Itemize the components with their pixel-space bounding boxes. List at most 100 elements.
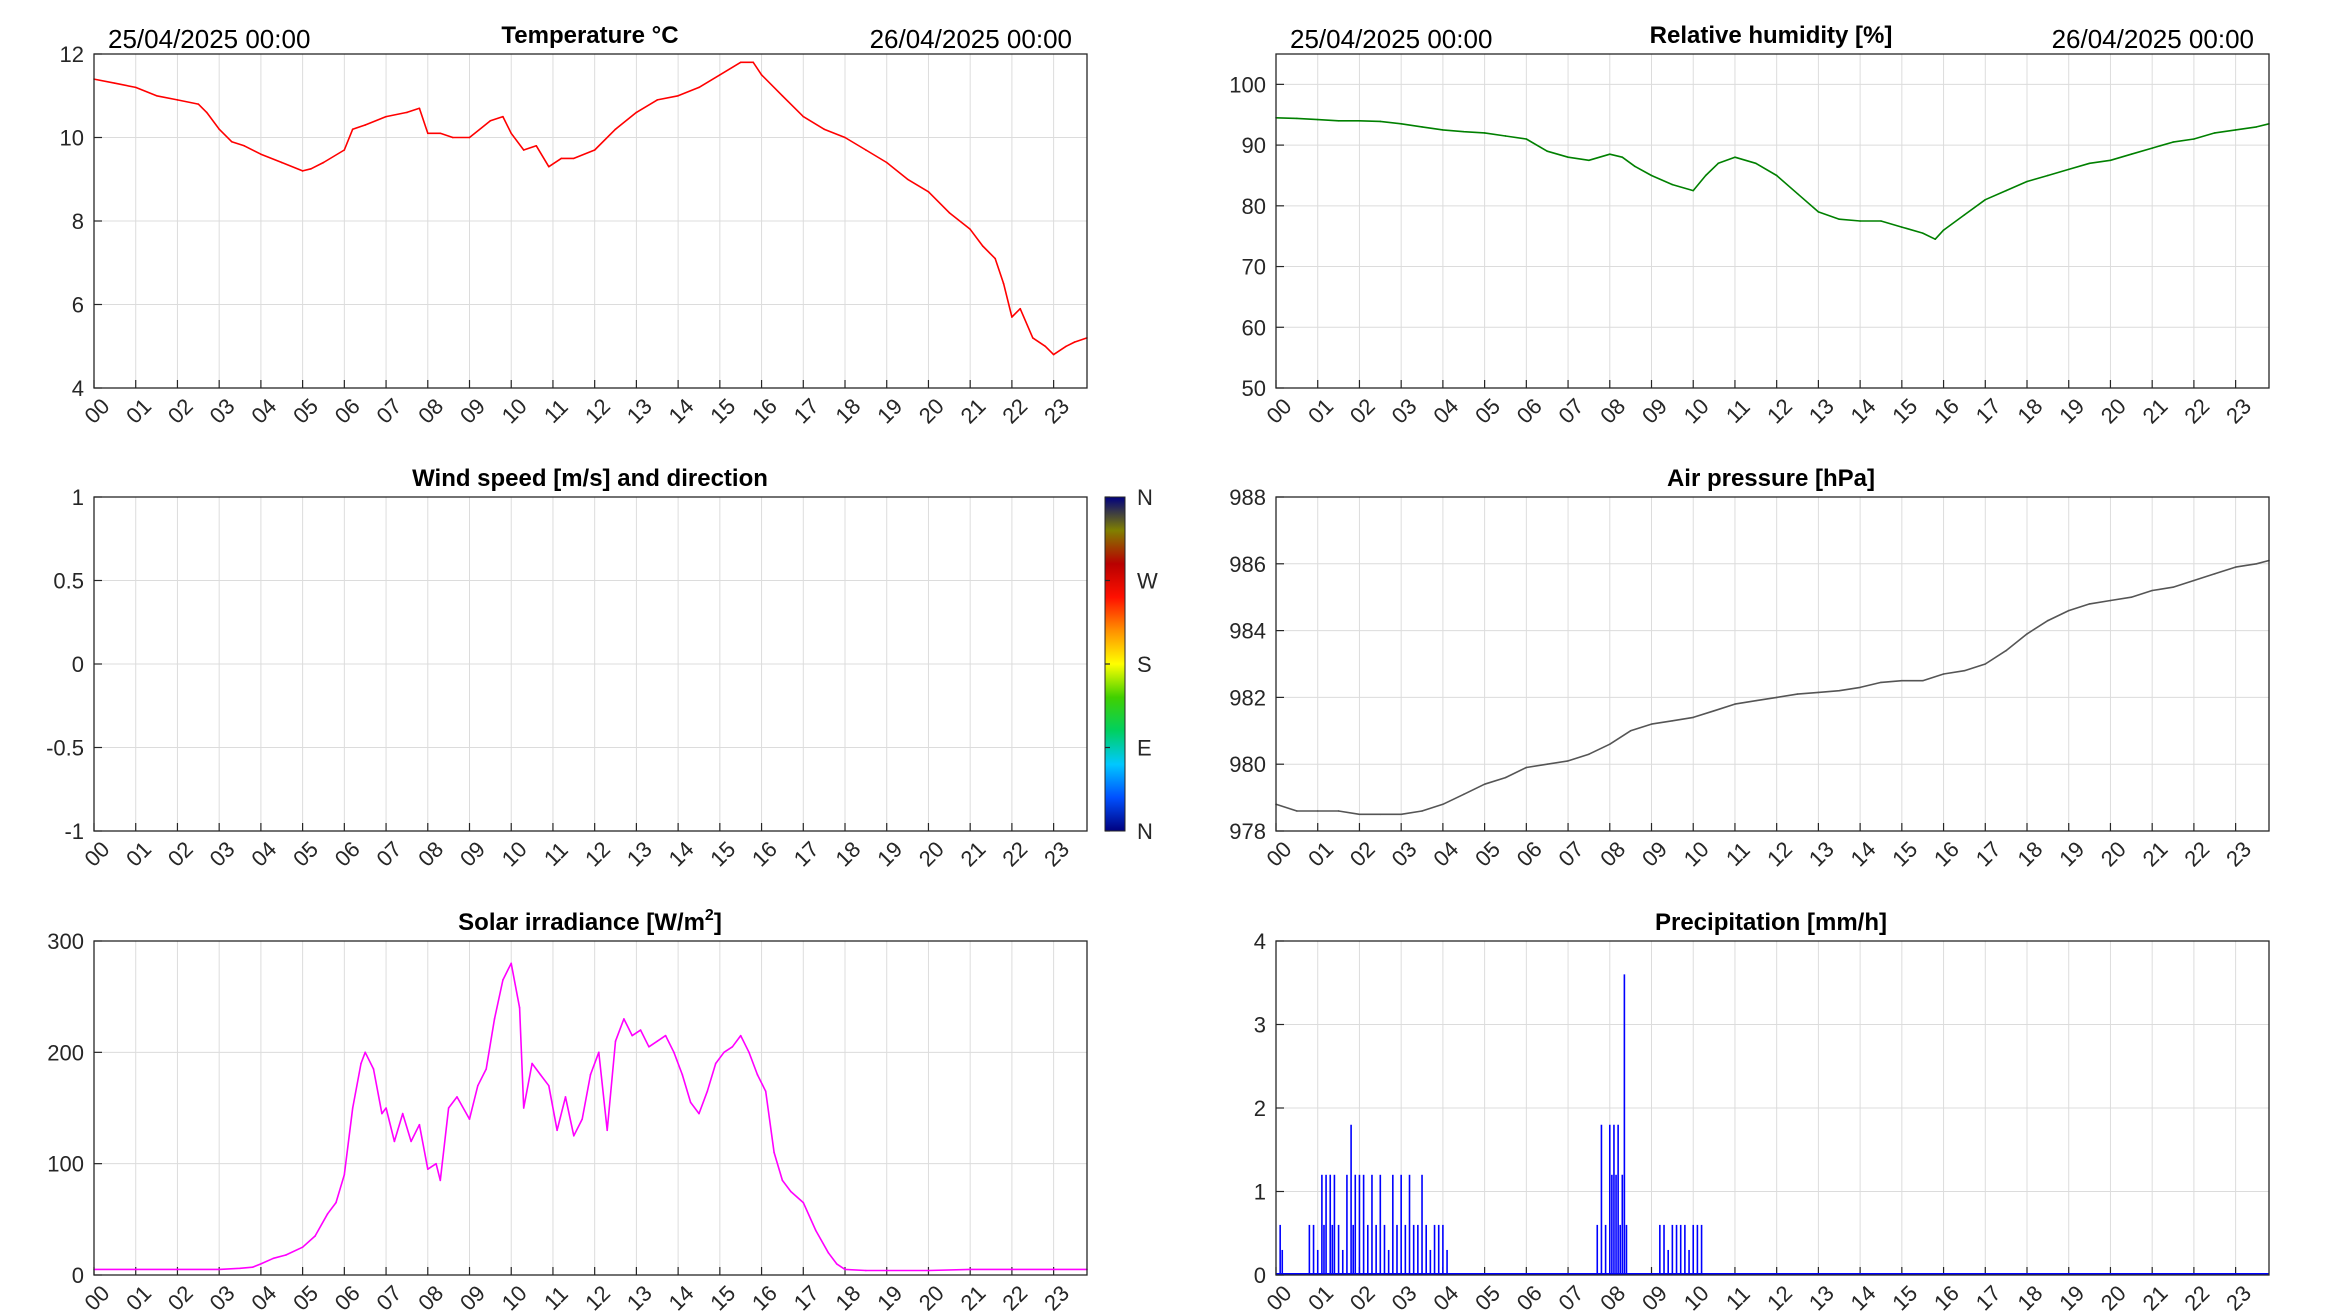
data-point: [614, 1040, 617, 1042]
data-point: [1734, 156, 1736, 159]
data-point: [176, 99, 179, 101]
data-point: [719, 74, 721, 76]
data-point: [2255, 563, 2258, 565]
data-point: [1817, 691, 1820, 694]
x-tick-label: 09: [1637, 1280, 1672, 1313]
data-point: [1901, 226, 1903, 228]
data-point: [1671, 183, 1674, 186]
x-tick-label: 01: [121, 1280, 156, 1313]
data-point: [581, 1118, 583, 1120]
x-tick-label: 11: [1721, 394, 1755, 428]
x-tick-label: 07: [1554, 836, 1589, 871]
x-tick-label: 14: [664, 1280, 699, 1313]
x-tick-label: 09: [455, 1280, 490, 1313]
axes-frame: [93, 53, 1088, 389]
x-tick-label: 02: [163, 393, 198, 428]
x-tick-label: 06: [330, 393, 365, 428]
chart-title: Relative humidity [%]: [1650, 22, 1893, 49]
date-end: 26/04/2025 00:00: [870, 24, 1072, 54]
data-point: [1567, 760, 1569, 762]
data-point: [1621, 156, 1624, 159]
x-tick-label: 05: [288, 836, 323, 871]
x-tick-label: 05: [288, 393, 323, 428]
x-tick-label: 08: [1595, 836, 1630, 871]
data-point: [314, 1235, 316, 1237]
data-point: [1073, 341, 1076, 343]
data-point: [844, 136, 846, 139]
data-point: [1337, 120, 1340, 122]
data-point: [2047, 619, 2049, 622]
data-point: [285, 1254, 287, 1256]
data-point: [2088, 162, 2091, 165]
axes-frame: [1275, 496, 2270, 832]
date-end: 26/04/2025 00:00: [2052, 24, 2254, 54]
x-tick-label: 15: [705, 1280, 740, 1313]
data-point: [635, 111, 638, 114]
x-tick-label: 14: [1846, 1280, 1881, 1313]
data-point: [1525, 138, 1528, 140]
x-tick-label: 22: [997, 393, 1032, 428]
y-tick-label: 984: [1229, 619, 1266, 644]
x-tick-label: 04: [246, 393, 281, 428]
data-point: [631, 1034, 634, 1037]
x-tick-label: 08: [413, 836, 448, 871]
colorbar-label: N: [1137, 485, 1153, 510]
data-point: [1713, 709, 1715, 712]
data-point: [1421, 126, 1423, 128]
data-point: [230, 140, 233, 143]
data-point: [1567, 156, 1569, 159]
data-point: [1921, 679, 1924, 682]
x-tick-label: 07: [372, 1280, 407, 1313]
x-tick-label: 13: [1804, 1280, 1839, 1313]
data-point: [1629, 730, 1632, 732]
data-point: [2109, 599, 2112, 602]
data-point: [385, 115, 387, 118]
series-line: [1275, 117, 2270, 240]
data-point: [1608, 153, 1611, 155]
data-point: [343, 1174, 346, 1176]
data-point: [656, 1040, 659, 1042]
data-point: [134, 86, 137, 89]
data-point: [2005, 189, 2007, 192]
x-tick-label: 11: [539, 394, 573, 428]
data-point: [1963, 214, 1966, 216]
data-point: [426, 132, 429, 135]
x-tick-label: 00: [79, 1280, 114, 1313]
y-tick-label: 8: [72, 209, 84, 234]
panel-humidity: Relative humidity [%] 25/04/2025 00:00 2…: [1229, 22, 2270, 428]
x-tick-label: 23: [2221, 836, 2256, 871]
x-tick-label: 04: [246, 1280, 281, 1313]
data-point: [739, 1034, 742, 1037]
y-tick-label: 4: [1254, 929, 1266, 954]
data-point: [756, 1073, 759, 1076]
data-point: [1775, 174, 1778, 177]
x-tick-label: 23: [2221, 393, 2256, 428]
data-point: [1817, 211, 1820, 213]
data-point: [981, 245, 984, 247]
data-point: [706, 1090, 709, 1093]
x-tick-label: 09: [1637, 393, 1672, 428]
data-point: [205, 111, 208, 114]
data-point: [2026, 633, 2028, 635]
x-tick-label: 15: [705, 393, 740, 428]
x-tick-label: 17: [789, 836, 824, 871]
data-point: [406, 111, 408, 114]
x-tick-label: 06: [1512, 393, 1547, 428]
data-point: [760, 74, 763, 76]
data-point: [1692, 716, 1695, 719]
data-point: [381, 1112, 383, 1115]
plot-area: 00 01 02 03 04 05 06 07 08 09 10 11 12 13 14 15 16 17 18 19…: [1229, 485, 2270, 871]
x-tick-label: 21: [2138, 836, 2173, 871]
data-point: [2213, 132, 2216, 134]
x-tick-label: 17: [789, 1280, 824, 1313]
x-tick-label: 19: [2054, 1280, 2089, 1313]
data-point: [1734, 703, 1736, 705]
data-point: [1504, 776, 1507, 779]
data-point: [1358, 813, 1361, 816]
title-suffix: ]: [714, 909, 722, 936]
axes-frame: [1275, 53, 2270, 389]
y-tick-label: 100: [47, 1152, 84, 1177]
data-point: [1002, 282, 1005, 285]
data-point: [2109, 159, 2112, 162]
data-point: [802, 1201, 805, 1204]
